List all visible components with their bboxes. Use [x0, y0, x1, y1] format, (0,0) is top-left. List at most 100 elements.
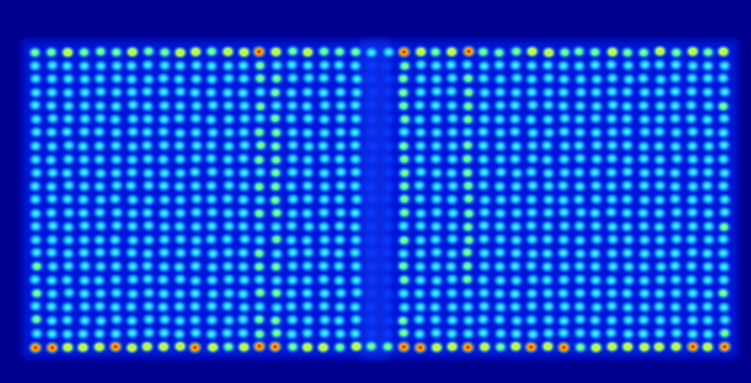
hotspot: [188, 205, 205, 220]
hotspot: [588, 138, 605, 153]
hotspot: [76, 273, 93, 288]
hotspot: [316, 44, 332, 59]
hotspot: [652, 44, 668, 59]
hotspot: [508, 166, 525, 181]
hotspot: [380, 218, 397, 233]
hotspot: [411, 327, 428, 341]
hotspot: [28, 165, 45, 180]
hotspot: [348, 192, 365, 207]
hotspot: [379, 58, 396, 73]
hotspot: [125, 112, 141, 127]
hotspot: [699, 58, 716, 73]
hotspot: [91, 299, 108, 314]
hotspot: [684, 71, 701, 86]
hotspot: [251, 299, 268, 314]
hotspot: [604, 125, 621, 140]
hotspot: [75, 139, 92, 154]
hotspot: [411, 112, 428, 127]
hotspot: [571, 299, 588, 314]
hotspot: [507, 259, 524, 274]
hotspot: [444, 272, 461, 287]
hotspot: [428, 72, 445, 87]
hotspot: [556, 205, 572, 220]
hotspot: [28, 286, 45, 301]
hotspot: [91, 326, 108, 341]
hotspot: [444, 152, 461, 167]
hotspot: [155, 85, 172, 99]
hotspot: [92, 99, 109, 113]
hotspot: [684, 58, 701, 73]
hotspot: [284, 165, 301, 180]
hotspot: [44, 85, 60, 100]
hotspot: [251, 206, 268, 221]
hotspot: [636, 232, 653, 247]
hotspot: [587, 259, 604, 274]
hotspot: [107, 232, 124, 247]
hotspot: [587, 313, 604, 328]
hotspot: [203, 138, 220, 153]
hotspot: [652, 72, 669, 87]
hotspot: [60, 138, 77, 153]
hotspot: [428, 166, 445, 180]
hotspot: [299, 206, 316, 221]
hotspot: [171, 260, 188, 274]
hotspot: [236, 340, 252, 355]
hotspot: [620, 72, 637, 87]
hotspot: [347, 138, 364, 153]
hotspot: [220, 259, 236, 274]
hotspot: [171, 286, 188, 301]
hotspot: [363, 112, 380, 127]
hotspot: [571, 192, 587, 207]
hotspot: [203, 85, 220, 100]
hotspot: [107, 192, 124, 206]
hotspot: [92, 259, 109, 274]
hotspot: [219, 85, 236, 100]
hotspot: [44, 58, 61, 73]
hotspot: [716, 58, 733, 73]
hotspot: [428, 205, 445, 220]
hotspot: [300, 192, 316, 206]
hotspot: [492, 273, 509, 288]
hotspot: [637, 57, 653, 72]
hotspot: [60, 178, 77, 193]
hotspot: [715, 178, 732, 193]
hotspot: [363, 326, 380, 341]
hotspot: [140, 44, 157, 59]
hotspot: [476, 286, 492, 300]
hotspot: [77, 112, 93, 126]
hotspot: [523, 165, 540, 180]
hotspot: [427, 312, 444, 327]
hotspot: [172, 232, 189, 247]
hotspot: [252, 99, 269, 114]
hotspot: [652, 99, 669, 114]
hotspot: [108, 166, 125, 181]
hotspot: [667, 166, 684, 180]
hotspot: [460, 191, 477, 206]
hotspot: [220, 112, 237, 127]
hotspot: [363, 339, 380, 354]
hotspot: [603, 179, 620, 194]
hotspot: [316, 58, 333, 73]
hotspot: [523, 218, 540, 233]
hotspot: [220, 206, 237, 221]
hotspot: [363, 45, 380, 60]
hotspot: [427, 45, 444, 60]
hotspot: [171, 313, 188, 328]
hotspot: [380, 72, 397, 86]
hotspot: [636, 112, 653, 127]
hotspot: [139, 99, 156, 114]
hotspot: [492, 206, 509, 221]
hotspot: [684, 124, 701, 139]
hotspot: [396, 112, 413, 127]
hotspot: [636, 300, 653, 315]
hotspot: [428, 58, 445, 73]
hotspot: [652, 272, 669, 287]
hotspot: [124, 219, 141, 234]
hotspot: [284, 206, 301, 221]
hotspot: [412, 71, 429, 86]
hotspot: [59, 59, 76, 73]
hotspot: [619, 164, 636, 179]
hotspot: [428, 273, 445, 288]
hotspot: [140, 218, 157, 233]
